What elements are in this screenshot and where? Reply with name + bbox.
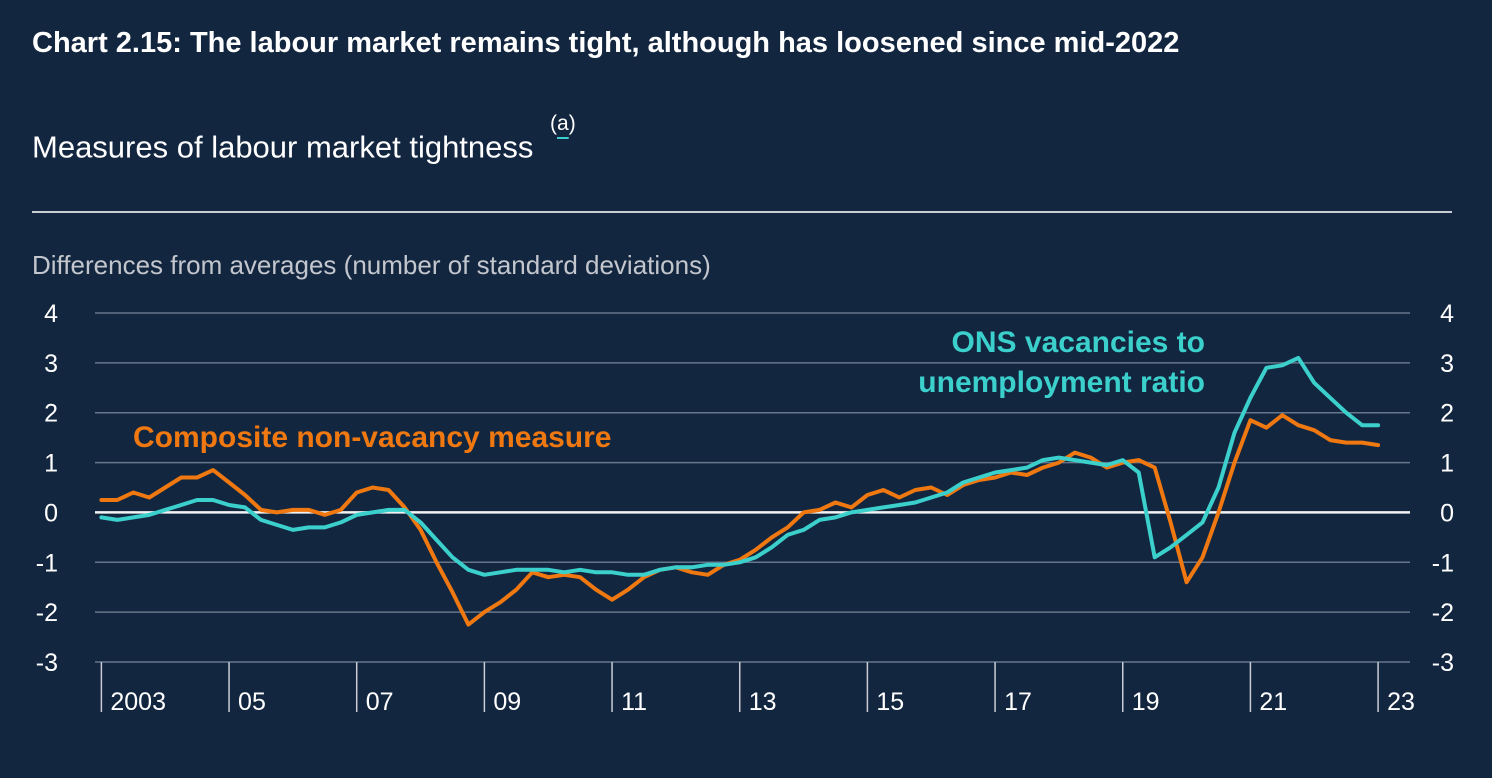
y-tick-left-1: 3 [44, 350, 58, 378]
x-tick-label-4: 11 [621, 688, 647, 716]
y-tick-right-6: -2 [1432, 599, 1454, 627]
y-tick-left-4: 0 [44, 499, 58, 527]
y-tick-right-3: 1 [1440, 450, 1454, 478]
y-axis: 4 4 3 3 2 2 1 1 0 0 -1 -1 -2 -2 -3 -3 [36, 300, 1454, 677]
x-tick-label-3: 09 [493, 688, 521, 716]
x-tick-label-10: 23 [1387, 688, 1415, 716]
subtitle-text: Measures of labour market tightness [32, 129, 534, 165]
x-tick-label-9: 21 [1259, 688, 1287, 716]
header-divider [32, 211, 1452, 213]
series-line-composite-non-vacancy [99, 413, 1381, 627]
series-label-composite-non-vacancy-0: Composite non-vacancy measure [133, 421, 612, 454]
footnote-link[interactable]: (a) [550, 112, 576, 135]
series-label-ons-vacancies-ratio-0: ONS vacancies to [952, 326, 1205, 359]
y-tick-left-7: -3 [36, 649, 58, 677]
footnote-open-paren: ( [550, 112, 558, 135]
x-axis: 2003 05 07 09 11 13 15 17 19 21 23 [100, 662, 1415, 716]
chart-subtitle: Measures of labour market tightness (a) [32, 112, 576, 169]
series-label-ons-vacancies-ratio-1: unemployment ratio [918, 366, 1205, 399]
x-tick-label-0: 2003 [110, 688, 166, 716]
chart-title: Chart 2.15: The labour market remains ti… [32, 27, 1180, 59]
y-axis-label: Differences from averages (number of sta… [32, 250, 711, 280]
y-tick-right-0: 4 [1440, 300, 1454, 328]
series-line-ons-vacancies-ratio [99, 355, 1381, 577]
y-tick-left-0: 4 [44, 300, 58, 328]
x-tick-label-6: 15 [876, 688, 904, 716]
y-tick-right-2: 2 [1440, 400, 1454, 428]
y-tick-left-5: -1 [36, 549, 58, 577]
footnote-close-paren: ) [568, 112, 576, 135]
y-tick-left-6: -2 [36, 599, 58, 627]
y-tick-right-5: -1 [1432, 549, 1454, 577]
x-tick-label-1: 05 [238, 688, 266, 716]
y-tick-left-2: 2 [44, 400, 58, 428]
y-tick-right-7: -3 [1432, 649, 1454, 677]
gridlines [95, 312, 1410, 663]
footnote-letter: a [557, 112, 569, 135]
y-tick-right-4: 0 [1440, 499, 1454, 527]
y-tick-left-3: 1 [44, 450, 58, 478]
x-tick-label-7: 17 [1004, 688, 1032, 716]
x-tick-label-2: 07 [366, 688, 394, 716]
x-tick-label-8: 19 [1132, 688, 1160, 716]
series-labels: Composite non-vacancy measure ONS vacanci… [133, 326, 1205, 454]
series-lines [99, 355, 1381, 627]
x-tick-label-5: 13 [749, 688, 777, 716]
y-tick-right-1: 3 [1440, 350, 1454, 378]
